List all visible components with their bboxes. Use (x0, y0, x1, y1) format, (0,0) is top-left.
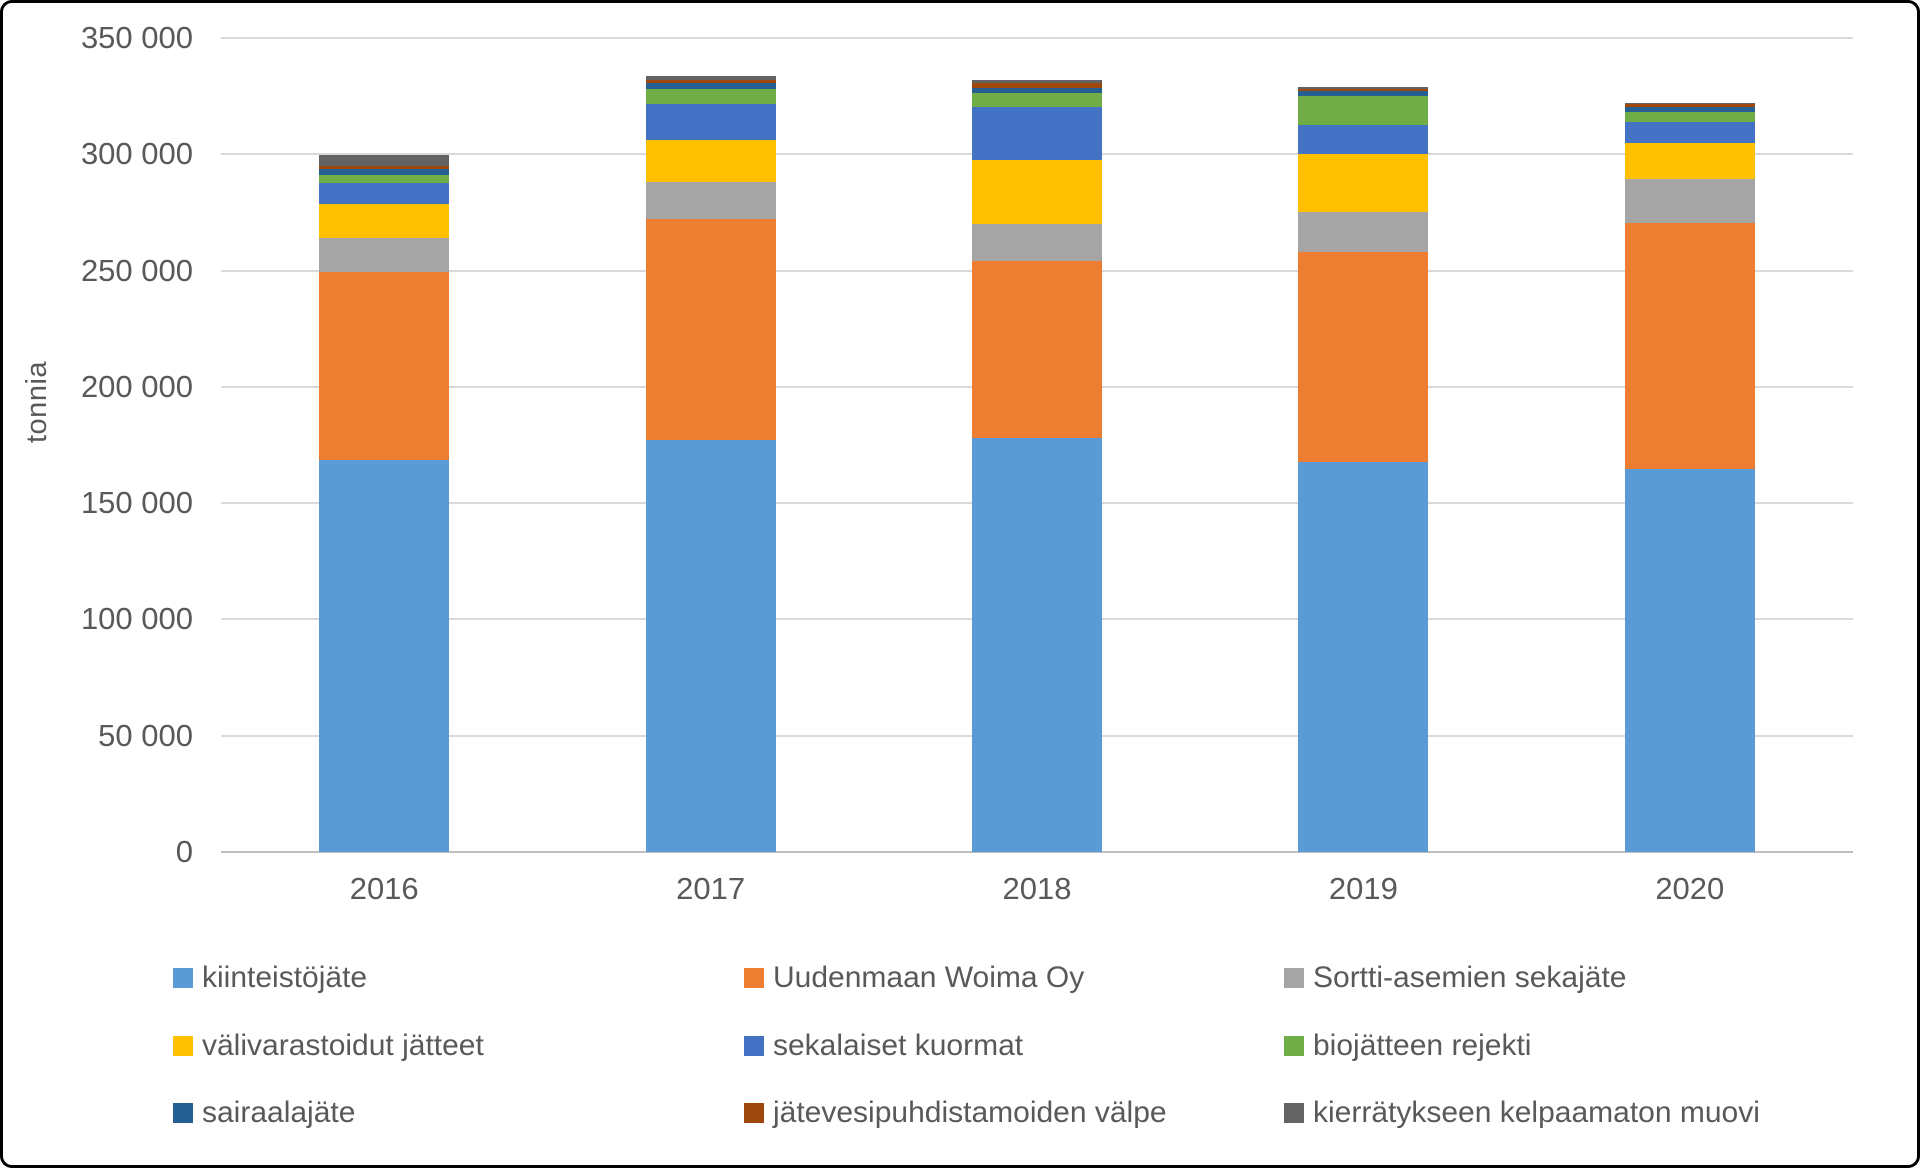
x-axis-tick-label: 2019 (1328, 871, 1398, 906)
bar-segment (319, 175, 450, 184)
bar-segment (1624, 222, 1755, 470)
bar-segment (972, 224, 1102, 262)
plot-area: 0 50 000 100 000 150 000 200 000 250 000 300 0… (3, 3, 1917, 1165)
y-axis-tick-label: 350 000 (80, 20, 193, 55)
legend-label: Sortti-asemien sekajäte (1313, 961, 1627, 994)
legend-marker-icon (173, 968, 193, 988)
bar-segment (1624, 106, 1755, 113)
legend-label: sairaalajäte (202, 1096, 356, 1129)
legend-marker-icon (1284, 1103, 1304, 1123)
legend-marker-icon (744, 968, 764, 988)
legend-item: Sortti-asemien sekajäte (1284, 958, 1626, 998)
bar-segment (1298, 96, 1429, 126)
bar-segment (1298, 86, 1429, 90)
bar-segment (645, 182, 776, 220)
bar-segment (1624, 469, 1755, 852)
y-axis-tick-label: 250 000 (80, 252, 193, 288)
bar-segment (645, 89, 776, 105)
bar-segment (1624, 178, 1755, 223)
bar-segment (972, 438, 1102, 852)
bar-segment (645, 104, 776, 141)
bar-segment (1624, 103, 1755, 105)
bar-segment (1298, 89, 1429, 92)
y-axis-tick-label: 200 000 (80, 368, 193, 404)
y-axis-tick-label: 50 000 (98, 717, 193, 753)
bar-segment (972, 261, 1102, 439)
legend-item: jätevesipuhdistamoiden välpe (744, 1093, 1167, 1133)
bar-segment (972, 106, 1102, 161)
legend-marker-icon (1284, 968, 1304, 988)
legend-item: välivarastoidut jätteet (173, 1026, 484, 1066)
legend-item: kierrätykseen kelpaamaton muovi (1284, 1093, 1760, 1133)
y-axis-tick-label: 150 000 (80, 485, 193, 521)
x-axis-line (221, 851, 1853, 853)
legend-label: kierrätykseen kelpaamaton muovi (1313, 1096, 1760, 1129)
legend-item: sairaalajäte (173, 1093, 355, 1133)
x-axis-tick-label: 2020 (1655, 871, 1725, 906)
legend-item: kiinteistöjäte (173, 958, 367, 998)
legend-marker-icon (1284, 1036, 1304, 1056)
bar-segment (972, 88, 1102, 93)
legend-marker-icon (744, 1036, 764, 1056)
bar-segment (645, 76, 776, 80)
bar-segment (1298, 212, 1429, 252)
gridline (221, 37, 1853, 39)
y-axis-tick-label: 0 (175, 834, 193, 869)
bar-segment (1298, 91, 1429, 97)
bar-segment (319, 238, 450, 272)
bar-segment (319, 155, 450, 166)
bar-segment (645, 83, 776, 90)
bar-segment (1624, 142, 1755, 179)
bar-segment (319, 183, 450, 205)
bar-segment (1298, 154, 1429, 213)
legend-item: Uudenmaan Woima Oy (744, 958, 1084, 998)
bar-segment (645, 140, 776, 183)
bar-segment (1624, 121, 1755, 143)
legend-label: kiinteistöjäte (202, 961, 368, 994)
bar-segment (319, 165, 450, 170)
bar-segment (645, 440, 776, 852)
bar-segment (319, 460, 450, 852)
bar-segment (972, 160, 1102, 225)
bar-segment (1298, 462, 1429, 852)
legend-label: välivarastoidut jätteet (202, 1029, 484, 1062)
legend-marker-icon (744, 1103, 764, 1123)
x-axis-tick-label: 2018 (1002, 871, 1072, 906)
legend-label: jätevesipuhdistamoiden välpe (773, 1096, 1167, 1129)
x-axis-tick-label: 2016 (349, 871, 419, 906)
legend-label: sekalaiset kuormat (773, 1029, 1024, 1062)
bar-segment (1298, 125, 1429, 155)
y-axis-tick-label: 300 000 (80, 136, 193, 172)
bar-segment (972, 92, 1102, 107)
bar-segment (319, 204, 450, 238)
bar-segment (972, 79, 1102, 84)
legend-label: biojätteen rejekti (1313, 1029, 1532, 1062)
bar-segment (972, 83, 1102, 88)
legend-item: sekalaiset kuormat (744, 1026, 1023, 1066)
bar-segment (645, 79, 776, 84)
legend-marker-icon (173, 1103, 193, 1123)
y-axis-tick-label: 100 000 (80, 601, 193, 637)
legend-label: Uudenmaan Woima Oy (773, 961, 1085, 994)
bar-segment (1298, 251, 1429, 463)
bar-segment (1624, 112, 1755, 122)
bar-segment (1624, 104, 1755, 107)
bar-segment (319, 169, 450, 176)
legend-marker-icon (173, 1036, 193, 1056)
legend-item: biojätteen rejekti (1284, 1026, 1531, 1066)
bar-segment (319, 271, 450, 461)
bar-segment (645, 219, 776, 441)
x-axis-tick-label: 2017 (676, 871, 746, 906)
